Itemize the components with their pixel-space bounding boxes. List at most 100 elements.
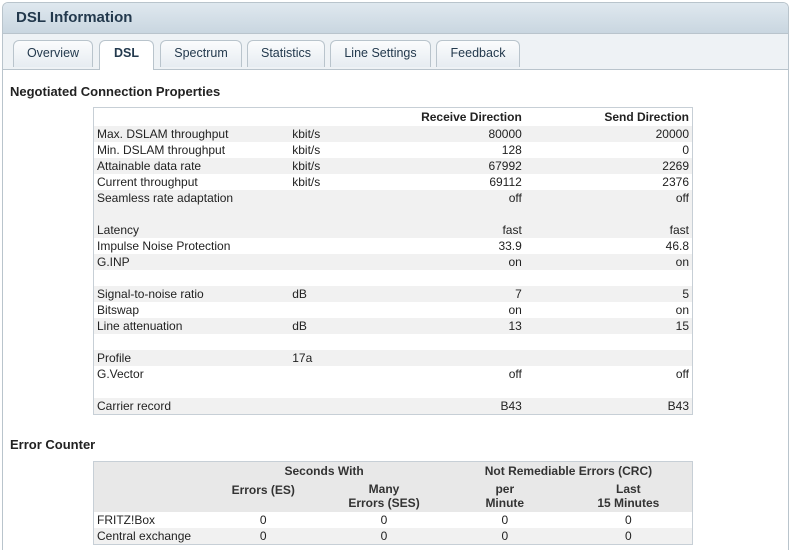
send-value: 2376 xyxy=(662,175,689,189)
receive-value: on xyxy=(379,254,525,270)
receive-value: 33.9 xyxy=(498,239,522,253)
row-label: Seamless rate adaptation xyxy=(93,190,290,206)
send-direction-header: Send Direction xyxy=(604,110,689,124)
ses-value: 0 xyxy=(323,528,445,545)
row-label: Current throughput xyxy=(97,175,198,189)
row-label: FRITZ!Box xyxy=(97,513,156,527)
many-errors-header: Many Errors (SES) xyxy=(323,480,445,512)
last-15-value: 0 xyxy=(564,528,693,545)
send-value: fast xyxy=(524,222,693,238)
receive-value: 69112 xyxy=(489,175,522,189)
row-label: Attainable data rate xyxy=(93,158,290,174)
send-value: 46.8 xyxy=(665,239,689,253)
receive-value: 7 xyxy=(379,286,525,302)
table-row: Current throughput kbit/s 69112 2376 xyxy=(94,174,693,190)
table-row: Profile 17a xyxy=(93,350,693,366)
row-unit xyxy=(289,366,379,382)
table-row: FRITZ!Box 0 0 0 0 xyxy=(94,512,693,528)
tab-spectrum[interactable]: Spectrum xyxy=(160,40,242,67)
table-row: Seamless rate adaptation off off xyxy=(93,190,693,206)
receive-value xyxy=(379,350,525,366)
row-unit: kbit/s xyxy=(292,175,321,189)
tab-feedback[interactable]: Feedback xyxy=(436,40,520,67)
connection-properties-table: Receive Direction Send Direction Max. DS… xyxy=(93,107,693,415)
row-unit: kbit/s xyxy=(289,158,379,174)
table-row: G.Vector off off xyxy=(94,366,693,382)
row-unit xyxy=(289,254,379,270)
row-label: Signal-to-noise ratio xyxy=(93,286,290,302)
table-row: Max. DSLAM throughput kbit/s 80000 20000 xyxy=(93,126,693,142)
per-minute-value: 0 xyxy=(444,528,565,545)
tab-overview[interactable]: Overview xyxy=(13,40,93,67)
section-title-error-counter: Error Counter xyxy=(10,437,96,452)
row-label: Latency xyxy=(93,222,290,238)
receive-value: 67992 xyxy=(379,158,525,174)
per-minute-value: 0 xyxy=(501,513,509,527)
row-unit xyxy=(289,302,379,318)
send-value: 0 xyxy=(682,143,689,157)
row-unit: kbit/s xyxy=(289,126,379,142)
column-header-row: Errors (ES) Many Errors (SES) per Minute L… xyxy=(93,480,693,512)
spacer-row xyxy=(94,382,693,398)
row-unit: dB xyxy=(289,286,379,302)
tab-statistics[interactable]: Statistics xyxy=(247,40,325,67)
section-title-connection: Negotiated Connection Properties xyxy=(10,84,221,99)
tab-bar: Overview DSL Spectrum Statistics Line Se… xyxy=(3,34,788,70)
header-line: Errors (SES) xyxy=(348,496,420,510)
table-row: Bitswap on on xyxy=(94,302,693,318)
row-label: Bitswap xyxy=(97,303,140,317)
last-15-value: 0 xyxy=(624,513,632,527)
row-label: Impulse Noise Protection xyxy=(97,239,231,253)
row-label: G.Vector xyxy=(97,367,144,381)
tab-dsl[interactable]: DSL xyxy=(99,40,154,70)
row-label: Profile xyxy=(93,350,290,366)
receive-value: 80000 xyxy=(379,126,525,142)
group-header-row: Seconds With Not Remediable Errors (CRC) xyxy=(93,461,693,480)
send-value: on xyxy=(675,303,689,317)
send-value: 5 xyxy=(524,286,693,302)
spacer-row xyxy=(94,334,693,350)
receive-value: off xyxy=(379,190,525,206)
row-unit: dB xyxy=(289,318,379,334)
row-label: Carrier record xyxy=(93,398,290,415)
ses-value: 0 xyxy=(380,513,388,527)
table-row: Min. DSLAM throughput kbit/s 128 0 xyxy=(94,142,693,158)
send-value: off xyxy=(675,367,689,381)
table-row: G.INP on on xyxy=(93,254,693,270)
table-row: Central exchange 0 0 0 0 xyxy=(93,528,693,545)
header-line: Last xyxy=(615,482,641,496)
table-header-row: Receive Direction Send Direction xyxy=(94,108,693,127)
header-line: per xyxy=(495,482,515,496)
row-unit xyxy=(289,222,379,238)
receive-value: on xyxy=(508,303,522,317)
table-row: Attainable data rate kbit/s 67992 2269 xyxy=(93,158,693,174)
es-value: 0 xyxy=(259,513,267,527)
row-unit xyxy=(289,238,379,254)
table-row: Latency fast fast xyxy=(93,222,693,238)
send-value: B43 xyxy=(524,398,693,415)
tab-line-settings[interactable]: Line Settings xyxy=(330,40,431,67)
row-label: Line attenuation xyxy=(93,318,290,334)
window-title: DSL Information xyxy=(16,9,133,26)
row-unit xyxy=(289,398,379,415)
es-value: 0 xyxy=(203,528,324,545)
error-counter-table: Seconds With Not Remediable Errors (CRC)… xyxy=(93,461,693,545)
send-value xyxy=(524,350,693,366)
row-unit xyxy=(289,190,379,206)
send-value: on xyxy=(524,254,693,270)
row-unit: 17a xyxy=(289,350,379,366)
header-line: 15 Minutes xyxy=(597,496,660,510)
spacer-row xyxy=(93,206,693,222)
receive-value: off xyxy=(508,367,522,381)
receive-value: fast xyxy=(379,222,525,238)
table-row: Line attenuation dB 13 15 xyxy=(93,318,693,334)
table-row: Carrier record B43 B43 xyxy=(93,398,693,415)
send-value: 15 xyxy=(524,318,693,334)
row-unit: kbit/s xyxy=(292,143,321,157)
seconds-with-header: Seconds With xyxy=(203,461,445,480)
receive-value: 13 xyxy=(379,318,525,334)
receive-direction-header: Receive Direction xyxy=(421,110,522,124)
title-bar: DSL Information xyxy=(3,3,788,34)
row-label: Central exchange xyxy=(93,528,204,545)
